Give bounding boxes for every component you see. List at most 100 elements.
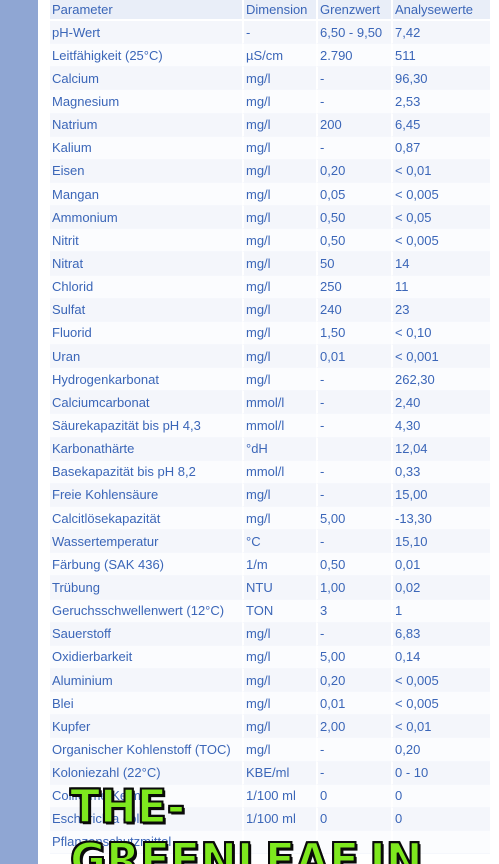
cell-dimension: mg/l (242, 136, 316, 160)
cell-dimension: mg/l (242, 321, 316, 345)
cell-grenzwert: - (316, 738, 391, 762)
cell-grenzwert: - (316, 761, 391, 785)
cell-analysewert: < 0,001 (391, 344, 490, 369)
cell-dimension: mg/l (242, 275, 316, 299)
table-row: Karbonathärte °dH 12,04 (50, 437, 490, 461)
cell-grenzwert: 5,00 (316, 645, 391, 669)
table-row: Leitfähigkeit (25°C) µS/cm 2.790 511 (50, 44, 490, 68)
cell-grenzwert (316, 437, 391, 461)
cell-dimension: mg/l (242, 506, 316, 531)
cell-analysewert: < 0,01 (391, 715, 490, 739)
cell-grenzwert: - (316, 483, 391, 507)
cell-analysewert: 15,00 (391, 483, 490, 507)
cell-dimension: mg/l (242, 182, 316, 207)
cell-parameter: Natrium (50, 113, 242, 137)
cell-analysewert: 96,30 (391, 67, 490, 91)
table-row: Sulfat mg/l 240 23 (50, 298, 490, 322)
cell-grenzwert: 0,01 (316, 692, 391, 716)
cell-dimension: mg/l (242, 90, 316, 114)
cell-dimension: mg/l (242, 298, 316, 322)
cell-grenzwert: 0 (316, 784, 391, 808)
cell-grenzwert: 0,05 (316, 182, 391, 207)
cell-analysewert: -13,30 (391, 506, 490, 531)
table-row: Escherichia coli 1/100 ml 0 0 (50, 807, 490, 831)
cell-analysewert: < 0,005 (391, 182, 490, 207)
cell-grenzwert (316, 830, 391, 855)
cell-dimension: NTU (242, 576, 316, 600)
cell-parameter: Karbonathärte (50, 437, 242, 461)
table-row: Magnesium mg/l -2,53 (50, 90, 490, 114)
header-analysewerte: Analysewerte (391, 0, 490, 21)
cell-grenzwert: 250 (316, 275, 391, 299)
cell-analysewert: 262,30 (391, 368, 490, 392)
cell-parameter: Ammonium (50, 206, 242, 230)
cell-parameter: Escherichia coli (50, 807, 242, 831)
cell-analysewert: 0 (391, 807, 490, 831)
cell-dimension: µS/cm (242, 44, 316, 68)
table-row: Calcium mg/l -96,30 (50, 67, 490, 91)
cell-analysewert: 0,01 (391, 553, 490, 577)
header-grenzwert: Grenzwert (316, 0, 391, 21)
cell-parameter: Sulfat (50, 298, 242, 322)
cell-analysewert: < 0,005 (391, 229, 490, 253)
cell-dimension (242, 830, 316, 855)
table-row: Kalium mg/l -0,87 (50, 136, 490, 160)
cell-parameter: Färbung (SAK 436) (50, 553, 242, 577)
table-row: Coliforme Keime 1/100 ml 0 0 (50, 784, 490, 808)
cell-parameter: Nitrat (50, 252, 242, 276)
cell-analysewert: 0 (391, 784, 490, 808)
cell-grenzwert: 2,00 (316, 715, 391, 739)
cell-grenzwert: 5,00 (316, 506, 391, 531)
cell-parameter: Calcitlösekapazität (50, 506, 242, 531)
table-row: Eisen mg/l 0,20 < 0,01 (50, 159, 490, 183)
table-row: Natrium mg/l 200 6,45 (50, 113, 490, 137)
cell-analysewert: < 0,10 (391, 321, 490, 345)
cell-parameter: Calciumcarbonat (50, 391, 242, 415)
cell-parameter: Nitrit (50, 229, 242, 253)
header-dimension: Dimension (242, 0, 316, 21)
cell-grenzwert: 0,01 (316, 344, 391, 369)
cell-dimension: mg/l (242, 668, 316, 693)
sidebar-stripe (0, 0, 38, 864)
table-row: Fluorid mg/l 1,50 < 0,10 (50, 321, 490, 345)
table-row: Färbung (SAK 436) 1/m 0,50 0,01 (50, 553, 490, 577)
cell-grenzwert: 0,50 (316, 229, 391, 253)
cell-dimension: mg/l (242, 622, 316, 646)
cell-parameter: Säurekapazität bis pH 4,3 (50, 414, 242, 438)
cell-parameter: Magnesium (50, 90, 242, 114)
cell-parameter: Leitfähigkeit (25°C) (50, 44, 242, 68)
cell-dimension: mg/l (242, 344, 316, 369)
cell-analysewert: 0,87 (391, 136, 490, 160)
cell-dimension: mg/l (242, 692, 316, 716)
table-row: Ammonium mg/l 0,50 < 0,05 (50, 206, 490, 230)
cell-dimension: mg/l (242, 645, 316, 669)
cell-grenzwert: - (316, 622, 391, 646)
cell-dimension: 1/m (242, 553, 316, 577)
cell-grenzwert: 6,50 - 9,50 (316, 21, 391, 45)
cell-grenzwert: - (316, 90, 391, 114)
gutter (38, 0, 50, 864)
table-row: Wassertemperatur °C -15,10 (50, 530, 490, 554)
cell-dimension: °C (242, 530, 316, 554)
cell-parameter: Kupfer (50, 715, 242, 739)
cell-grenzwert: 0,20 (316, 668, 391, 693)
table-row: Sauerstoff mg/l -6,83 (50, 622, 490, 646)
table-row: Kupfer mg/l 2,00 < 0,01 (50, 715, 490, 739)
water-analysis-table-container: Parameter Dimension Grenzwert Analysewer… (50, 0, 490, 864)
cell-analysewert: 0,20 (391, 738, 490, 762)
cell-parameter: Chlorid (50, 275, 242, 299)
cell-analysewert: 7,42 (391, 21, 490, 45)
cell-analysewert: 15,10 (391, 530, 490, 554)
table-row: Basekapazität bis pH 8,2 mmol/l -0,33 (50, 460, 490, 484)
cell-dimension: mmol/l (242, 414, 316, 438)
right-edge (490, 0, 499, 864)
cell-analysewert: 0,14 (391, 645, 490, 669)
cell-grenzwert: 50 (316, 252, 391, 276)
header-row: Parameter Dimension Grenzwert Analysewer… (50, 0, 490, 21)
cell-parameter: Oxidierbarkeit (50, 645, 242, 669)
cell-parameter: Freie Kohlensäure (50, 483, 242, 507)
cell-dimension: mg/l (242, 113, 316, 137)
cell-parameter: Basekapazität bis pH 8,2 (50, 460, 242, 484)
cell-parameter: Calcium (50, 67, 242, 91)
table-row: Uran mg/l 0,01 < 0,001 (50, 344, 490, 369)
